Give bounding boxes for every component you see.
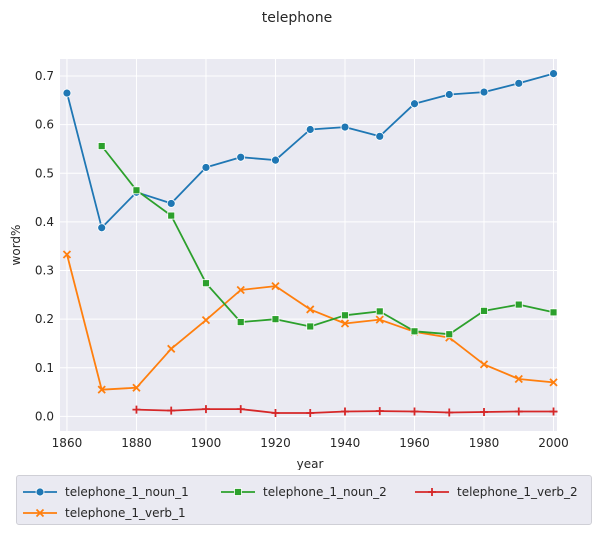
data-point[interactable]: [514, 78, 524, 88]
y-tick-label: 0.0: [35, 409, 54, 423]
legend-marker-circle-icon: [23, 487, 57, 497]
data-point[interactable]: [410, 99, 419, 109]
data-point[interactable]: [375, 407, 384, 416]
data-point[interactable]: [236, 285, 245, 295]
data-point[interactable]: [132, 186, 141, 195]
grid: [60, 59, 557, 431]
data-point[interactable]: [236, 405, 245, 414]
series-line: [100, 145, 554, 336]
data-point[interactable]: [167, 406, 176, 415]
data-point[interactable]: [445, 408, 454, 417]
y-tick-label: 0.6: [35, 118, 54, 132]
y-axis-label: word%: [9, 225, 23, 266]
legend-label: telephone_1_noun_2: [263, 485, 387, 499]
legend-label: telephone_1_verb_1: [65, 506, 186, 520]
data-point[interactable]: [306, 322, 315, 331]
data-point[interactable]: [445, 330, 454, 339]
y-tick-label: 0.3: [35, 264, 54, 278]
legend-marker-x-icon: [23, 508, 57, 518]
data-point[interactable]: [167, 344, 176, 353]
y-tick-label: 0.5: [35, 166, 54, 180]
data-point[interactable]: [97, 385, 106, 394]
x-tick-labels: 1860 1880 1900 1920 1940 1960 1980 2000: [52, 436, 569, 450]
y-tick-label: 0.7: [35, 69, 54, 83]
data-point[interactable]: [62, 88, 72, 98]
data-point[interactable]: [514, 300, 523, 309]
data-point[interactable]: [167, 211, 176, 220]
data-point[interactable]: [410, 407, 419, 416]
data-point[interactable]: [201, 163, 211, 172]
data-point[interactable]: [202, 279, 210, 288]
data-point[interactable]: [306, 305, 315, 314]
x-tick-label: 1900: [191, 436, 222, 450]
chart-title: telephone: [262, 10, 332, 26]
y-tick-label: 0.4: [35, 215, 54, 229]
series-telephone_1_noun_1: [62, 69, 558, 233]
legend-item-noun-2[interactable]: telephone_1_noun_2: [221, 485, 387, 499]
data-point[interactable]: [271, 409, 280, 418]
data-point[interactable]: [132, 405, 141, 414]
y-tick-labels: 0.0 0.1 0.2 0.3 0.4 0.5 0.6 0.7: [35, 69, 54, 423]
legend-item-verb-2[interactable]: telephone_1_verb_2: [415, 485, 578, 499]
data-point[interactable]: [340, 407, 349, 416]
data-point[interactable]: [410, 327, 419, 336]
data-point[interactable]: [201, 315, 211, 325]
y-tick-label: 0.2: [35, 312, 54, 326]
data-point[interactable]: [271, 315, 280, 324]
x-tick-label: 1920: [260, 436, 291, 450]
x-tick-label: 1860: [52, 436, 83, 450]
data-point[interactable]: [480, 408, 489, 417]
data-point[interactable]: [340, 122, 350, 132]
x-tick-label: 2000: [538, 436, 569, 450]
data-point[interactable]: [306, 409, 315, 418]
data-point[interactable]: [236, 152, 246, 162]
legend: telephone_1_noun_1 telephone_1_verb_1 te…: [16, 475, 592, 525]
plot-area: [60, 59, 557, 431]
data-point[interactable]: [375, 131, 385, 141]
data-point[interactable]: [375, 307, 384, 316]
data-point[interactable]: [549, 407, 558, 416]
data-point[interactable]: [62, 250, 72, 259]
data-point[interactable]: [97, 223, 107, 233]
legend-marker-square-icon: [221, 488, 255, 496]
data-point[interactable]: [97, 142, 106, 150]
data-point[interactable]: [514, 407, 523, 416]
data-point[interactable]: [480, 306, 488, 315]
x-axis-label: year: [297, 457, 324, 470]
data-point[interactable]: [375, 315, 384, 324]
data-point[interactable]: [271, 281, 280, 291]
chart: telephone 0.00.10.20.30.40.50.60.7 1860 1…: [9, 10, 569, 470]
legend-label: telephone_1_verb_2: [457, 485, 578, 499]
series-layer: [62, 69, 558, 418]
x-tick-label: 1880: [121, 436, 152, 450]
data-point[interactable]: [479, 360, 489, 369]
legend-item-noun-1[interactable]: telephone_1_noun_1: [23, 485, 189, 499]
data-point[interactable]: [201, 405, 210, 414]
x-tick-label: 1940: [330, 436, 361, 450]
data-point[interactable]: [341, 311, 349, 320]
data-point[interactable]: [514, 374, 523, 384]
series-telephone_1_verb_2: [132, 405, 558, 418]
data-point[interactable]: [236, 318, 245, 326]
data-point[interactable]: [549, 308, 558, 317]
legend-label: telephone_1_noun_1: [65, 485, 189, 499]
legend-item-verb-1[interactable]: telephone_1_verb_1: [23, 506, 186, 520]
data-point[interactable]: [132, 383, 141, 392]
x-tick-label: 1980: [469, 436, 500, 450]
legend-marker-plus-icon: [415, 488, 449, 496]
data-point[interactable]: [479, 87, 489, 97]
data-point[interactable]: [444, 90, 454, 99]
data-point[interactable]: [305, 125, 315, 134]
y-tick-label: 0.1: [35, 361, 54, 375]
x-tick-label: 1960: [399, 436, 430, 450]
data-point[interactable]: [549, 378, 558, 387]
data-point[interactable]: [271, 155, 280, 165]
data-point[interactable]: [340, 319, 350, 328]
series-telephone_1_noun_2: [97, 142, 558, 339]
data-point[interactable]: [166, 199, 176, 208]
data-point[interactable]: [549, 69, 558, 78]
